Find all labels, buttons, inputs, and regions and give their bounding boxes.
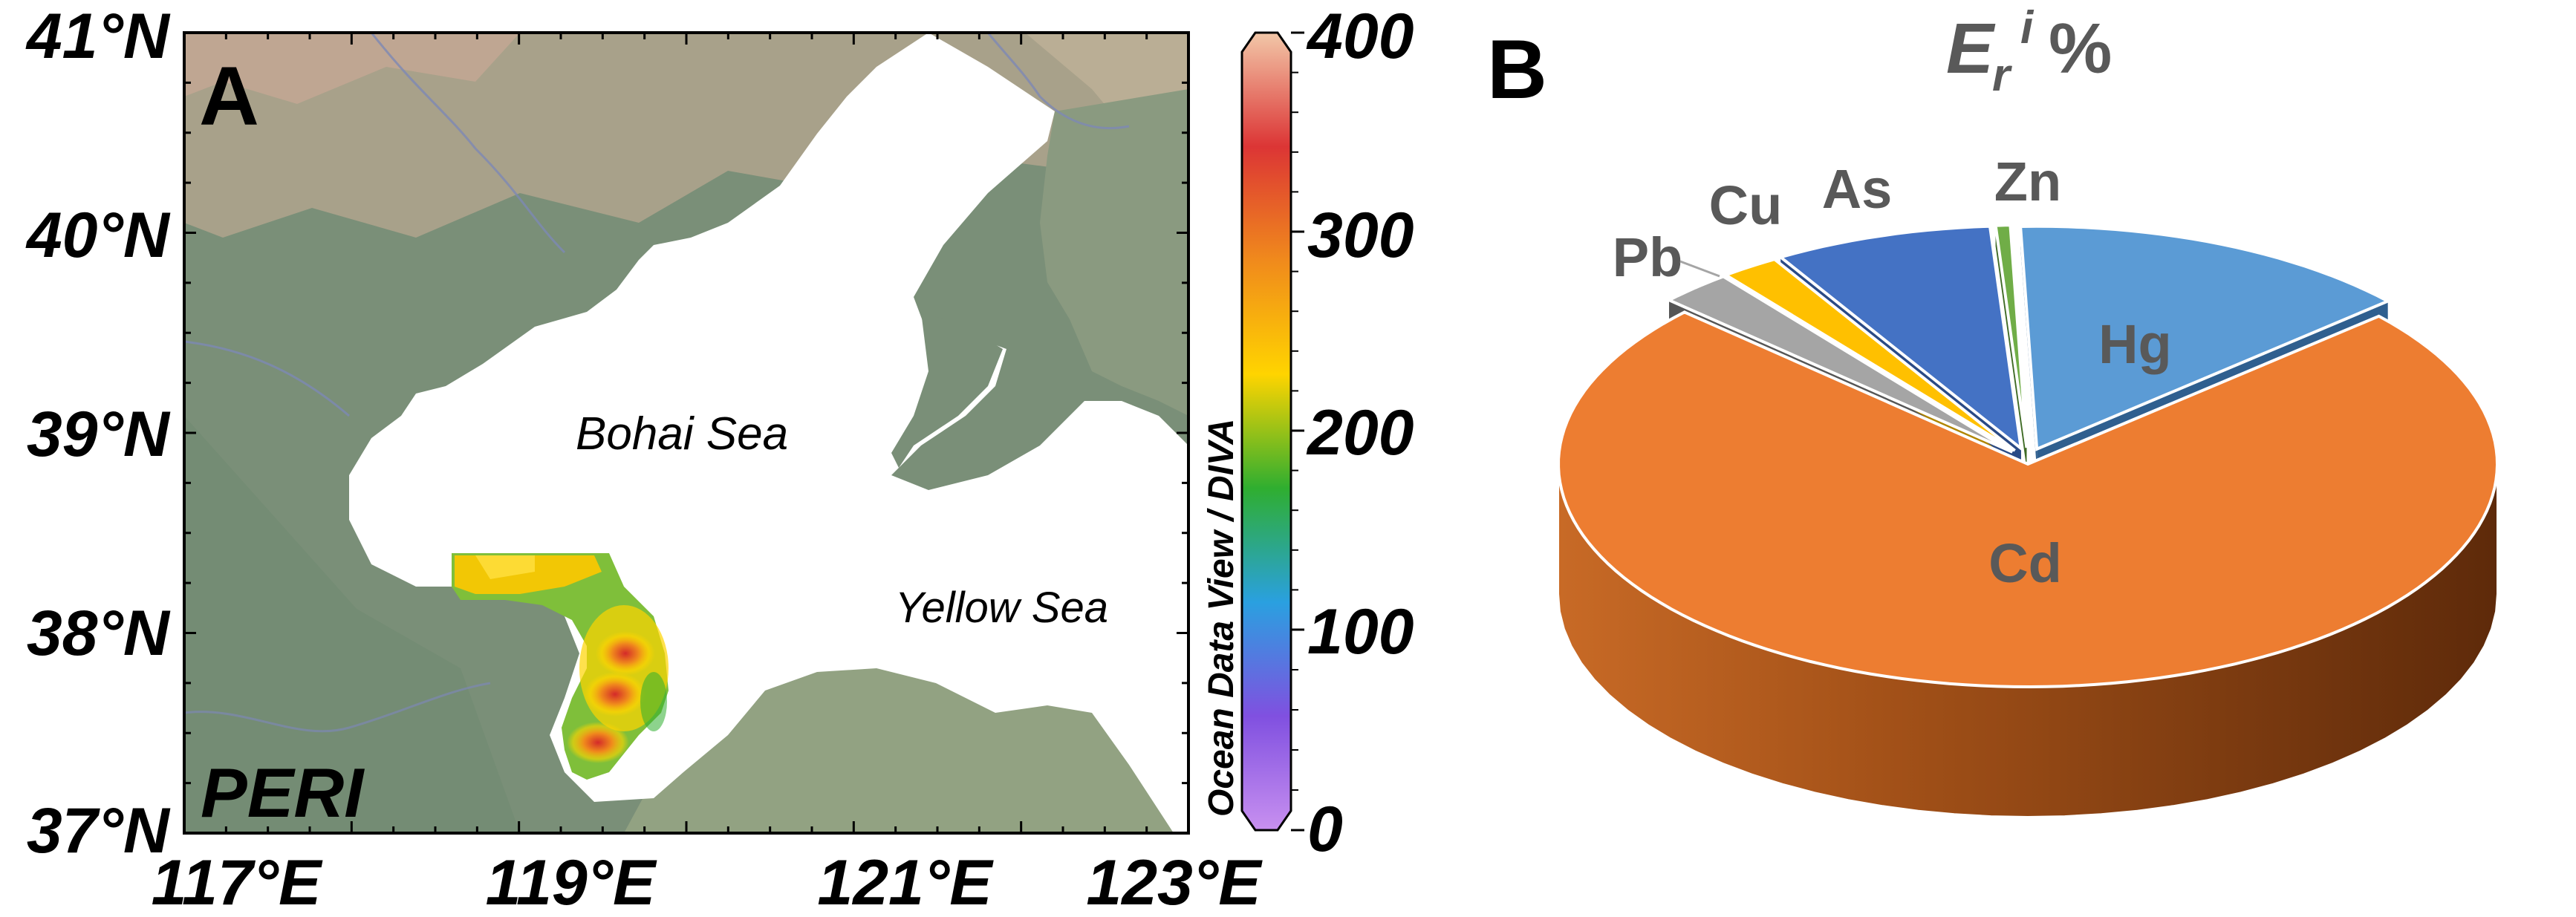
- pb-leader-line: [1679, 260, 1720, 278]
- panel-b-pie-chart: B E r i % Hg Cd Pb Cu As Zn: [1487, 2, 2499, 818]
- colorbar-tick-400: 400: [1306, 1, 1414, 72]
- liaodong-peninsula: [891, 312, 1003, 468]
- longitude-labels: 117°E 119°E 121°E 123°E: [152, 847, 1263, 917]
- river-line: [370, 33, 566, 254]
- colorbar-tick-200: 200: [1306, 397, 1414, 469]
- pie-label-zn: Zn: [1994, 151, 2061, 212]
- peri-hotspot-3: [567, 722, 629, 763]
- peri-highlight: [475, 555, 535, 579]
- lon-label-117: 117°E: [152, 847, 323, 917]
- north-china-plain: [184, 416, 520, 833]
- pie-title: E r i %: [1946, 2, 2112, 101]
- peri-index-label: PERI: [201, 754, 365, 832]
- peri-hotspot-1: [596, 631, 655, 676]
- lat-label-38: 38°N: [27, 598, 171, 669]
- lat-label-37: 37°N: [27, 795, 171, 867]
- pie-title-tail: %: [2049, 9, 2112, 88]
- sea-area: [349, 33, 1188, 833]
- colorbar-title: Ocean Data View / DIVA: [1202, 419, 1241, 817]
- colorbar-tick-0: 0: [1307, 794, 1343, 865]
- peri-hotspot-2: [584, 672, 646, 717]
- panel-a-map: A PERI Bohai Sea Yellow Sea 41°N 40°N 39…: [25, 1, 1414, 917]
- border-line: [986, 33, 1130, 130]
- pie-label-cd: Cd: [1988, 532, 2062, 594]
- peri-green-edge: [640, 672, 667, 731]
- lat-label-39: 39°N: [27, 399, 171, 470]
- map-ticks: [183, 31, 1190, 835]
- pie-top-faces: [1557, 223, 2499, 689]
- colorbar-tick-100: 100: [1307, 596, 1414, 668]
- pie-slice-pb: [1665, 275, 2014, 454]
- map-body: [184, 33, 1188, 833]
- pie-slice-cu: [1722, 257, 2016, 452]
- pie-label-as: As: [1822, 158, 1893, 220]
- pie-slice-cd: [1557, 310, 2499, 689]
- bohai-sea-label: Bohai Sea: [576, 408, 788, 460]
- colorbar: 400 300 200 100 0 Ocean Data View / DIVA: [1202, 1, 1414, 865]
- panel-a-label: A: [199, 50, 259, 143]
- pie-label-hg: Hg: [2098, 313, 2172, 375]
- lat-label-41: 41°N: [25, 1, 171, 72]
- pie-title-sup: i: [2020, 2, 2035, 53]
- colorbar-tick-300: 300: [1307, 200, 1414, 271]
- colorbar-ramp: [1240, 31, 1292, 832]
- colorbar-ticks: [1291, 31, 1304, 832]
- pie-slice-hg: [2018, 224, 2392, 451]
- pie-slice-zn: [1994, 223, 2029, 448]
- lon-label-123: 123°E: [1086, 847, 1263, 917]
- east-coast-land: [1040, 89, 1188, 416]
- pie-label-cu: Cu: [1709, 174, 1783, 236]
- lon-label-119: 119°E: [486, 847, 657, 917]
- lon-label-121: 121°E: [817, 847, 994, 917]
- pie-slice-labels: Hg Cd Pb Cu As Zn: [1613, 151, 2172, 594]
- pie-title-sub: r: [1992, 50, 2012, 101]
- mountain-peak: [184, 33, 520, 104]
- river-line-west: [184, 340, 350, 417]
- pie-title-base: E: [1946, 9, 1996, 88]
- lat-label-40: 40°N: [25, 200, 171, 271]
- river-line-south: [184, 682, 491, 733]
- yellow-sea-label: Yellow Sea: [895, 584, 1108, 632]
- pie-slice-as: [1777, 224, 2023, 452]
- latitude-labels: 41°N 40°N 39°N 38°N 37°N: [25, 1, 171, 867]
- panel-b-label: B: [1487, 23, 1547, 116]
- pie-label-pb: Pb: [1613, 226, 1683, 288]
